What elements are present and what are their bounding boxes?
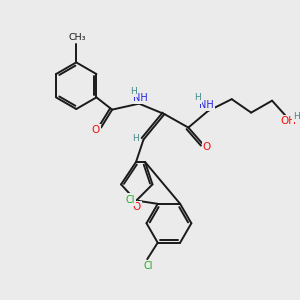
Text: CH₃: CH₃ bbox=[68, 33, 86, 42]
Text: O: O bbox=[133, 202, 141, 212]
Text: OH: OH bbox=[280, 116, 296, 126]
Text: Cl: Cl bbox=[125, 195, 135, 205]
Text: NH: NH bbox=[134, 93, 148, 103]
Text: H: H bbox=[132, 134, 139, 143]
Text: NH: NH bbox=[199, 100, 213, 110]
Text: H: H bbox=[293, 112, 300, 121]
Text: H: H bbox=[130, 87, 137, 96]
Text: O: O bbox=[203, 142, 211, 152]
Text: Cl: Cl bbox=[143, 261, 153, 271]
Text: O: O bbox=[92, 125, 100, 135]
Text: H: H bbox=[194, 94, 201, 103]
